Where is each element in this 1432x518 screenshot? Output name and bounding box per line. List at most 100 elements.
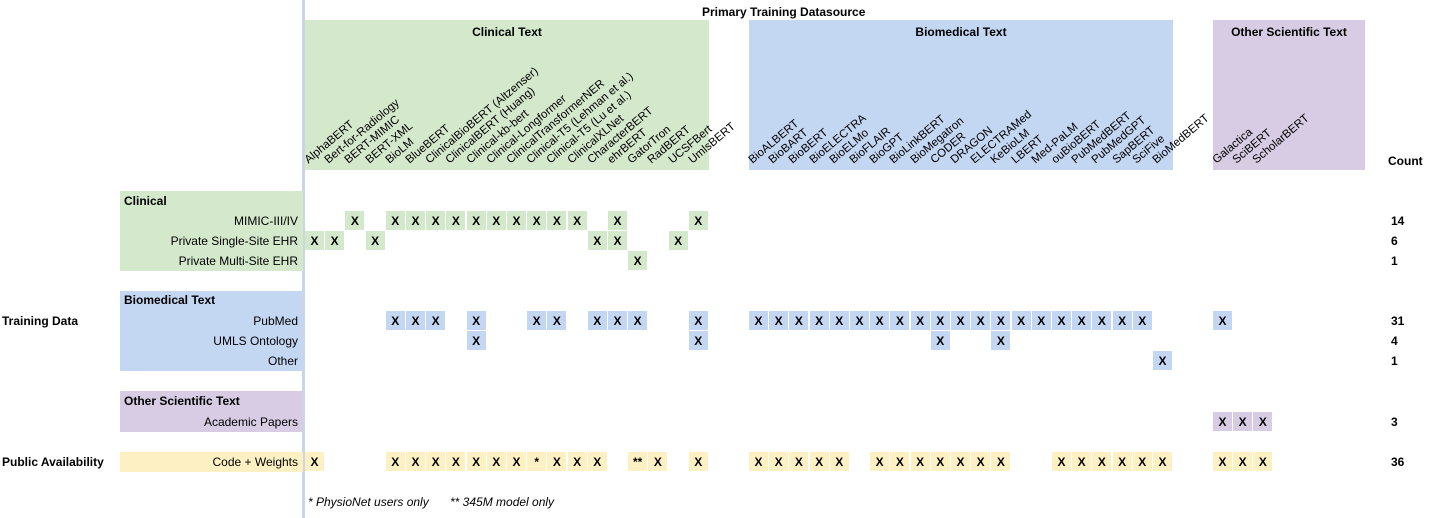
row-label: Other <box>267 354 298 368</box>
matrix-cell: X <box>749 311 768 330</box>
row-label: PubMed <box>253 314 298 328</box>
section-band-scientific <box>120 391 303 432</box>
matrix-cell: X <box>1072 311 1092 330</box>
matrix-cell: X <box>527 211 547 230</box>
section-title-clinical: Clinical <box>124 194 167 208</box>
footnote-physionet: * PhysioNet users only <box>308 495 429 509</box>
matrix-cell: X <box>991 331 1011 350</box>
group-band-scientific: Other Scientific Text <box>1213 20 1365 170</box>
section-title-scientific: Other Scientific Text <box>124 394 240 408</box>
separator-line <box>302 0 305 518</box>
matrix-cell: X <box>406 311 425 330</box>
row-label: Code + Weights <box>212 455 299 469</box>
row-count: 6 <box>1391 234 1398 248</box>
matrix-cell: X <box>1153 351 1172 370</box>
row-count: 31 <box>1391 314 1405 328</box>
section-band-biomedical <box>120 291 303 371</box>
matrix-cell: X <box>406 452 425 471</box>
matrix-cell: X <box>688 311 708 330</box>
matrix-cell: X <box>446 211 466 230</box>
row-count: 36 <box>1391 455 1405 469</box>
matrix-cell: X <box>1092 311 1112 330</box>
matrix-cell: X <box>466 331 486 350</box>
matrix-cell: X <box>870 311 890 330</box>
matrix-cell: X <box>426 452 446 471</box>
matrix-cell: X <box>688 331 708 350</box>
matrix-cell: X <box>910 311 930 330</box>
matrix-cell: X <box>890 452 910 471</box>
matrix-cell: X <box>951 452 970 471</box>
row-count: 14 <box>1391 214 1405 228</box>
matrix-cell: X <box>971 311 991 330</box>
matrix-cell: X <box>547 211 567 230</box>
matrix-cell: X <box>1112 311 1132 330</box>
matrix-cell: X <box>1112 452 1132 471</box>
matrix-cell: X <box>850 311 869 330</box>
matrix-cell: X <box>789 311 809 330</box>
row-count: 1 <box>1391 254 1398 268</box>
matrix-cell: X <box>486 211 506 230</box>
matrix-cell: X <box>385 211 405 230</box>
group-title-clinical: Clinical Text <box>472 25 542 39</box>
matrix-cell: X <box>910 452 930 471</box>
matrix-cell: X <box>870 452 890 471</box>
matrix-cell: X <box>608 211 627 230</box>
matrix-cell: X <box>991 311 1011 330</box>
matrix-cell: X <box>305 231 324 250</box>
matrix-cell: X <box>628 251 648 270</box>
group-title-biomedical: Biomedical Text <box>915 25 1007 39</box>
row-count: 3 <box>1391 415 1398 429</box>
matrix-cell: X <box>628 311 648 330</box>
matrix-cell: X <box>1052 452 1071 471</box>
matrix-cell: X <box>890 311 910 330</box>
row-label: Private Single-Site EHR <box>170 234 298 248</box>
matrix-cell: X <box>446 452 466 471</box>
matrix-cell: X <box>587 231 607 250</box>
matrix-cell: X <box>769 452 789 471</box>
matrix-cell: X <box>930 452 950 471</box>
matrix-cell: X <box>587 452 607 471</box>
matrix-cell: X <box>547 311 567 330</box>
matrix-cell: ** <box>628 452 648 471</box>
public-availability-label: Public Availability <box>2 455 104 469</box>
matrix-cell: X <box>1213 452 1232 471</box>
matrix-cell: X <box>1011 311 1031 330</box>
matrix-cell: X <box>1092 452 1112 471</box>
matrix-cell: X <box>930 311 950 330</box>
matrix-cell: X <box>688 211 708 230</box>
matrix-cell: X <box>547 452 567 471</box>
matrix-cell: X <box>1213 412 1232 431</box>
matrix-cell: X <box>385 311 405 330</box>
matrix-cell: X <box>305 452 324 471</box>
matrix-cell: X <box>668 231 688 250</box>
matrix-cell: X <box>1052 311 1071 330</box>
matrix-cell: X <box>769 311 789 330</box>
matrix-cell: X <box>325 231 345 250</box>
matrix-cell: X <box>1132 452 1152 471</box>
matrix-cell: X <box>507 452 526 471</box>
row-count: 4 <box>1391 334 1398 348</box>
matrix-cell: X <box>385 452 405 471</box>
matrix-cell: X <box>486 452 506 471</box>
matrix-cell: X <box>749 452 768 471</box>
matrix-cell: X <box>789 452 809 471</box>
matrix-cell: X <box>426 211 446 230</box>
group-band-clinical: Clinical Text <box>305 20 709 170</box>
matrix-cell: X <box>426 311 446 330</box>
matrix-cell: X <box>809 311 829 330</box>
training-data-label: Training Data <box>2 314 79 328</box>
section-title-biomedical: Biomedical Text <box>124 293 216 307</box>
matrix-cell: X <box>930 331 950 350</box>
matrix-cell: X <box>951 311 970 330</box>
row-label: UMLS Ontology <box>213 334 298 348</box>
matrix-cell: * <box>527 452 547 471</box>
matrix-cell: X <box>829 452 849 471</box>
matrix-cell: X <box>1072 452 1092 471</box>
matrix-cell: X <box>1031 311 1051 330</box>
row-label: Private Multi-Site EHR <box>178 254 298 268</box>
matrix-cell: X <box>1213 311 1232 330</box>
matrix-cell: X <box>345 211 365 230</box>
matrix-cell: X <box>527 311 547 330</box>
matrix-cell: X <box>1233 452 1253 471</box>
